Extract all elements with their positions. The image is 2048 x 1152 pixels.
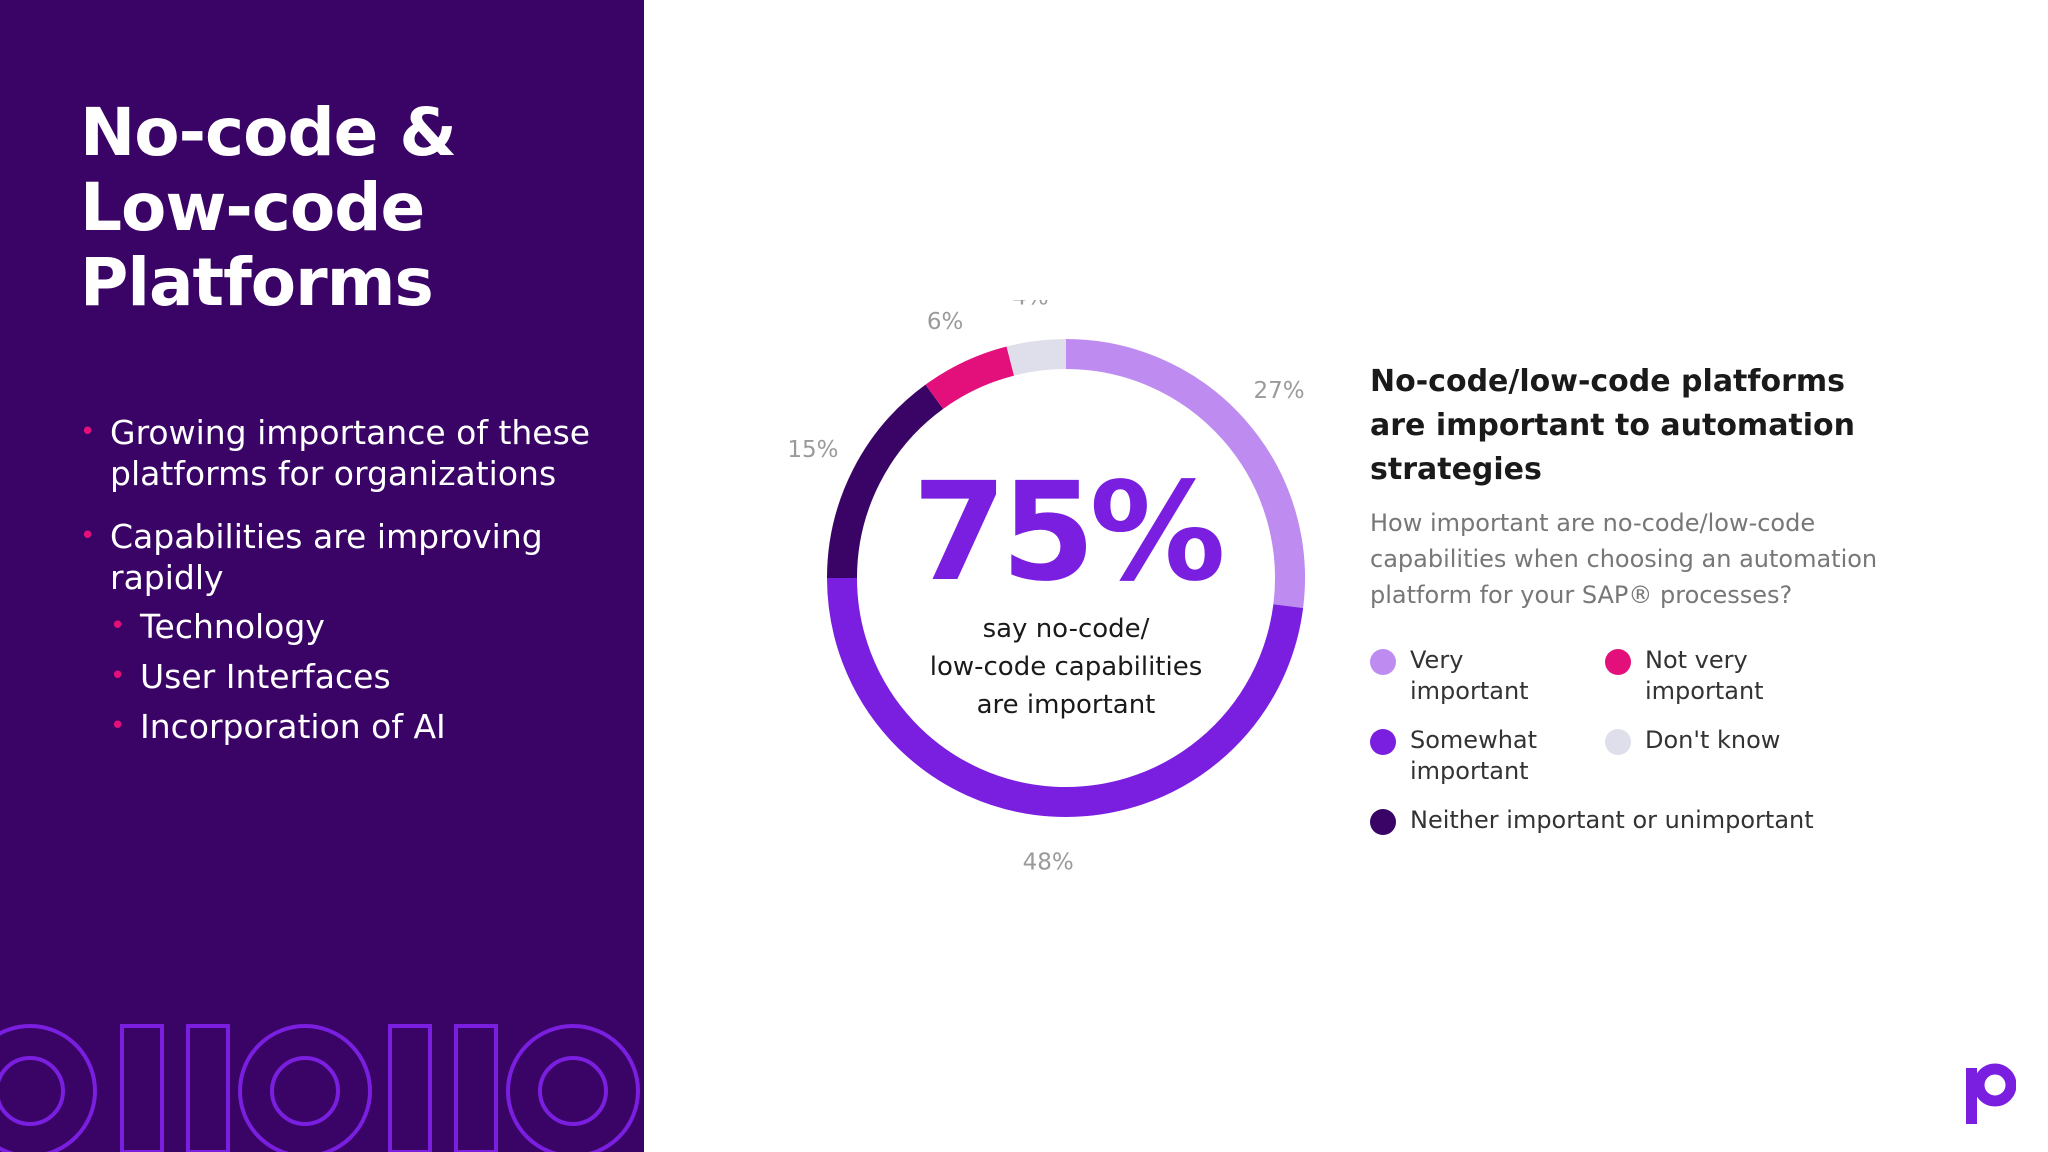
bullet-dot-icon: • [80,417,96,447]
title-line: Low-code [80,169,425,246]
question-line: How important are no-code/low-code [1370,509,1816,537]
legend-label: Don't know [1645,725,1780,756]
legend-label-line: Don't know [1645,726,1781,754]
bullet-dot-icon: • [110,661,126,691]
center-caption: say no-code/ low-code capabilities are i… [866,610,1266,724]
question-line: platform for your SAP® processes? [1370,581,1793,609]
legend-item: Very important [1370,645,1529,707]
legend-item: Don't know [1605,725,1780,756]
legend-swatch-icon [1605,649,1631,675]
donut-slice-dont-know [1006,339,1067,376]
title-line: No-code & [80,94,457,171]
survey-question: How important are no-code/low-code capab… [1370,505,1890,613]
slice-value-label: 6% [927,309,964,335]
sub-bullet-text: User Interfaces [140,657,391,696]
sub-bullet-text: Incorporation of AI [140,707,446,746]
bullet-text: Capabilities are improving rapidly [110,517,543,597]
legend-label-line: Neither important or unimportant [1410,806,1814,834]
legend-swatch-icon [1370,809,1396,835]
bullet-dot-icon: • [80,521,96,551]
legend-label-line: Very [1410,646,1464,674]
legend-item: Somewhat important [1370,725,1537,787]
legend-label-line: important [1645,677,1764,705]
donut-slice-not-very-important [925,346,1015,410]
donut-chart-svg: 27% 48% 15% 6% 4% [790,300,1305,875]
slice-value-label: 27% [1253,378,1304,404]
slide-title: No-code & Low-code Platforms [80,95,600,320]
title-line: Platforms [80,244,434,321]
center-value: 75% [912,454,1226,612]
sub-bullet-item: • Incorporation of AI [80,706,620,747]
question-line: capabilities when choosing an automation [1370,545,1878,573]
title-panel: No-code & Low-code Platforms • Growing i… [0,0,644,1152]
slice-value-label: 48% [1023,849,1074,875]
bullet-dot-icon: • [110,711,126,741]
legend-label: Somewhat important [1410,725,1537,787]
legend-item: Neither important or unimportant [1370,805,1814,836]
sub-bullet-text: Technology [140,607,325,646]
donut-chart: 27% 48% 15% 6% 4% [790,300,1350,880]
legend-label: Not very important [1645,645,1764,707]
donut-slice-somewhat-important [827,577,1304,817]
legend-item: Not very important [1605,645,1764,707]
legend-swatch-icon [1370,729,1396,755]
legend-swatch-icon [1605,729,1631,755]
sub-bullet-item: • Technology [80,606,620,647]
bullet-text: Growing importance of these platforms fo… [110,413,591,493]
headline-line: strategies [1370,452,1542,487]
bullet-dot-icon: • [110,611,126,641]
sub-bullet-item: • User Interfaces [80,656,620,697]
bullet-item: • Capabilities are improving rapidly [80,516,620,598]
legend-label: Very important [1410,645,1529,707]
headline-line: No-code/low-code platforms [1370,364,1845,399]
brand-logo-icon [1966,1063,2016,1124]
slice-value-label: 15% [790,437,839,463]
bullet-list: • Growing importance of these platforms … [80,412,620,756]
center-caption-line: low-code capabilities [929,652,1203,682]
legend-label-line: Not very [1645,646,1748,674]
donut-slice-neither [827,384,944,579]
legend-label-line: Somewhat [1410,726,1538,754]
decorative-binary-pattern [0,1024,640,1152]
slice-value-label: 4% [1012,300,1049,310]
center-caption-line: say no-code/ [982,614,1150,644]
legend-label: Neither important or unimportant [1410,805,1814,836]
headline-line: are important to automation [1370,408,1856,443]
legend-swatch-icon [1370,649,1396,675]
center-caption-line: are important [976,690,1156,720]
legend-label-line: important [1410,757,1529,785]
donut-slice-very-important [1065,339,1305,608]
chart-headline: No-code/low-code platforms are important… [1370,360,1890,492]
chart-legend: Very important Not very important Somewhat im… [1370,645,1930,865]
bullet-item: • Growing importance of these platforms … [80,412,620,494]
legend-label-line: important [1410,677,1529,705]
